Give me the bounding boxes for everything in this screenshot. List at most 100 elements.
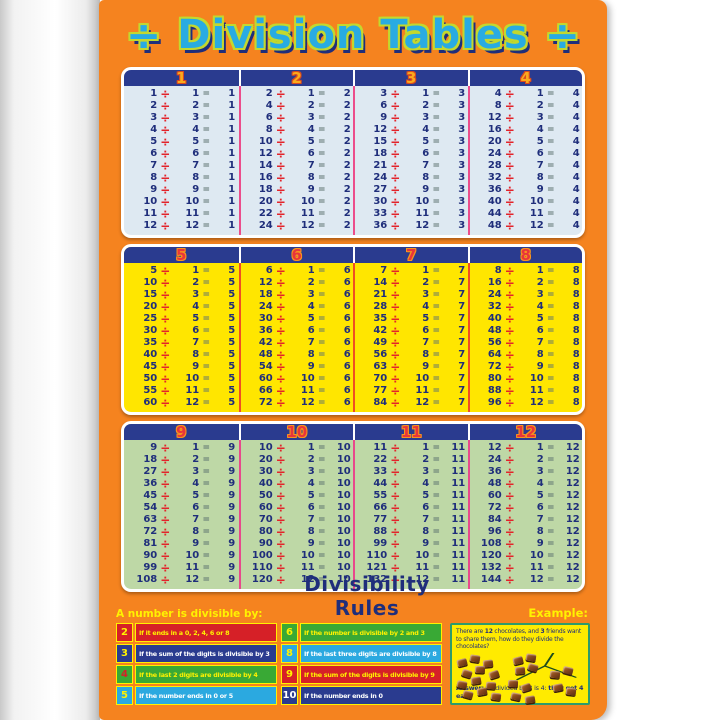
quotient: 8 bbox=[572, 349, 580, 360]
equation-row: 48 ÷ 8 = 6 bbox=[241, 349, 354, 361]
divide-sign: ÷ bbox=[160, 501, 171, 515]
quotient: 1 bbox=[228, 100, 236, 111]
divisor: 10 bbox=[300, 196, 315, 207]
equals-sign: = bbox=[317, 397, 326, 408]
table-header: 4 bbox=[467, 70, 582, 86]
divisor: 6 bbox=[307, 325, 315, 336]
divide-sign: ÷ bbox=[504, 537, 515, 551]
table-number: 3 bbox=[406, 68, 417, 87]
divisor: 9 bbox=[307, 184, 315, 195]
quotient: 11 bbox=[451, 454, 466, 465]
equals-sign: = bbox=[546, 373, 555, 384]
divisor: 10 bbox=[185, 373, 200, 384]
equation-row: 60 ÷ 10 = 6 bbox=[241, 373, 354, 385]
divisor: 6 bbox=[422, 502, 430, 513]
equals-sign: = bbox=[317, 442, 326, 453]
divisibility-rule-8: 8 If the last three digits are divisible … bbox=[281, 644, 442, 663]
divide-sign: ÷ bbox=[504, 87, 515, 101]
equation-row: 40 ÷ 4 = 10 bbox=[241, 478, 354, 490]
equals-sign: = bbox=[202, 88, 211, 99]
equation-row: 24 ÷ 6 = 4 bbox=[470, 148, 583, 160]
divisor: 3 bbox=[536, 112, 544, 123]
dividend: 72 bbox=[258, 397, 273, 408]
equals-sign: = bbox=[432, 88, 441, 99]
dividend: 4 bbox=[265, 100, 273, 111]
divisor: 1 bbox=[422, 265, 430, 276]
dividend: 70 bbox=[373, 373, 388, 384]
equation-row: 66 ÷ 11 = 6 bbox=[241, 385, 354, 397]
equation-row: 16 ÷ 8 = 2 bbox=[241, 172, 354, 184]
equation-row: 144 ÷ 12 = 12 bbox=[470, 574, 583, 586]
quotient: 3 bbox=[458, 208, 466, 219]
equals-sign: = bbox=[546, 385, 555, 396]
dividend: 49 bbox=[373, 337, 388, 348]
quotient: 4 bbox=[572, 172, 580, 183]
divisor: 9 bbox=[192, 184, 200, 195]
divide-sign: ÷ bbox=[275, 312, 286, 326]
divisor: 2 bbox=[422, 454, 430, 465]
equation-row: 22 ÷ 2 = 11 bbox=[355, 454, 468, 466]
equation-row: 3 ÷ 3 = 1 bbox=[124, 112, 239, 124]
division-table-12: 12 12 ÷ 1 = 12 24 ÷ 2 = 12 36 ÷ 3 = 12 48 ÷ 4 = 12 60 ÷ 5 = 12 72 ÷… bbox=[467, 424, 583, 589]
divisor: 11 bbox=[185, 385, 200, 396]
equals-sign: = bbox=[202, 526, 211, 537]
quotient: 9 bbox=[228, 514, 236, 525]
equals-sign: = bbox=[202, 160, 211, 171]
equals-sign: = bbox=[202, 550, 211, 561]
divide-sign: ÷ bbox=[160, 477, 171, 491]
equals-sign: = bbox=[317, 538, 326, 549]
quotient: 1 bbox=[228, 88, 236, 99]
equals-sign: = bbox=[317, 514, 326, 525]
divisible-by-heading: A number is divisible by: bbox=[116, 608, 263, 620]
dividend: 2 bbox=[265, 88, 273, 99]
table-body: 9 ÷ 1 = 9 18 ÷ 2 = 9 27 ÷ 3 = 9 36 ÷ 4 = 9 45 ÷ 5 = 9 54 ÷ 6 = 9 63 ÷ 7 =… bbox=[124, 440, 239, 589]
equals-sign: = bbox=[202, 184, 211, 195]
equation-row: 56 ÷ 8 = 7 bbox=[355, 349, 468, 361]
quotient: 9 bbox=[228, 478, 236, 489]
equation-row: 2 ÷ 1 = 2 bbox=[241, 88, 354, 100]
divisibility-rule-3: 3 If the sum of the digits is divisible b… bbox=[116, 644, 277, 663]
dividend: 80 bbox=[487, 373, 502, 384]
quotient: 2 bbox=[343, 112, 351, 123]
divisor: 3 bbox=[536, 289, 544, 300]
equation-row: 42 ÷ 7 = 6 bbox=[241, 337, 354, 349]
table-header: 5 bbox=[124, 247, 239, 263]
divide-sign: ÷ bbox=[504, 501, 515, 515]
divisor: 8 bbox=[192, 349, 200, 360]
divisor: 8 bbox=[307, 172, 315, 183]
quotient: 6 bbox=[343, 397, 351, 408]
equation-row: 5 ÷ 1 = 5 bbox=[124, 265, 239, 277]
equation-row: 121 ÷ 11 = 11 bbox=[355, 562, 468, 574]
dividend: 120 bbox=[480, 550, 502, 561]
chocolate bbox=[485, 681, 497, 689]
division-table-9: 9 9 ÷ 1 = 9 18 ÷ 2 = 9 27 ÷ 3 = 9 36 ÷ 4 = 9 45 ÷ 5 = 9 54 ÷ 6 = 9 63 ÷ 7… bbox=[124, 424, 239, 589]
divisor: 9 bbox=[536, 361, 544, 372]
chocolate bbox=[510, 691, 522, 701]
divide-sign: ÷ bbox=[275, 288, 286, 302]
divisor: 11 bbox=[415, 208, 430, 219]
quotient: 8 bbox=[572, 325, 580, 336]
dividend: 6 bbox=[265, 265, 273, 276]
divide-sign: ÷ bbox=[504, 465, 515, 479]
equation-row: 96 ÷ 12 = 8 bbox=[470, 397, 583, 409]
table-number: 9 bbox=[176, 422, 187, 441]
dividend: 60 bbox=[143, 397, 158, 408]
text-segment: friends want to share them, how do they … bbox=[456, 628, 582, 650]
rule-number: 5 bbox=[116, 686, 133, 705]
quotient: 4 bbox=[572, 208, 580, 219]
table-body: 8 ÷ 1 = 8 16 ÷ 2 = 8 24 ÷ 3 = 8 32 ÷ 4 = 8 40 ÷ 5 = 8 48 ÷ 6 = 8 56 ÷ 7 =… bbox=[467, 263, 583, 412]
divisor: 9 bbox=[422, 538, 430, 549]
divisor: 6 bbox=[307, 148, 315, 159]
equation-row: 28 ÷ 4 = 7 bbox=[355, 301, 468, 313]
divisor: 5 bbox=[307, 313, 315, 324]
divide-sign: ÷ bbox=[390, 171, 401, 185]
equation-row: 84 ÷ 7 = 12 bbox=[470, 514, 583, 526]
divisor: 8 bbox=[307, 349, 315, 360]
quotient: 7 bbox=[458, 349, 466, 360]
quotient: 2 bbox=[343, 172, 351, 183]
divide-sign: ÷ bbox=[504, 183, 515, 197]
equals-sign: = bbox=[317, 373, 326, 384]
page-left-margin bbox=[0, 0, 100, 720]
divide-sign: ÷ bbox=[390, 195, 401, 209]
